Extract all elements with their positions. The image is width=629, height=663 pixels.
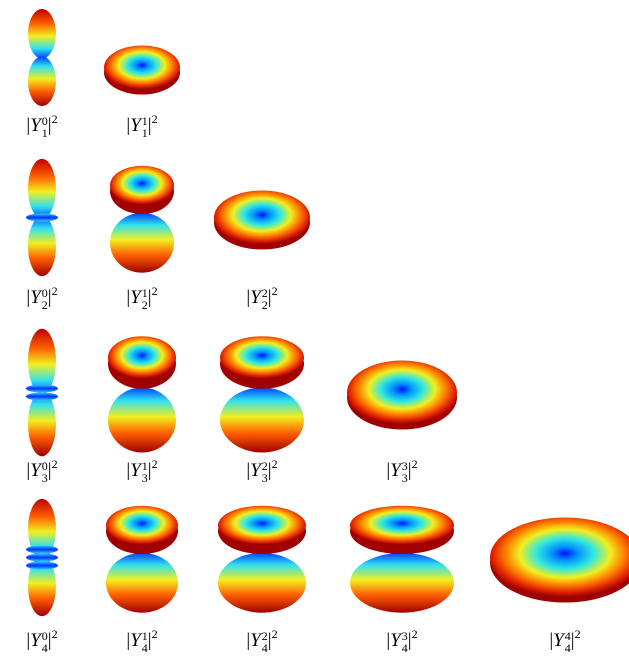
shapes xyxy=(0,0,629,663)
ring xyxy=(26,562,58,570)
bowl xyxy=(106,553,178,613)
figure: |Y01|2 |Y11|2 |Y02|2 |Y12|2 |Y22|2 |Y03|2 |Y13… xyxy=(0,0,629,663)
label: |Y04|2 xyxy=(26,628,57,654)
ring xyxy=(26,214,58,222)
label-part: 2 xyxy=(575,627,581,641)
label-part: 2 xyxy=(152,457,158,471)
label-part: 2 xyxy=(152,284,158,298)
label: |Y34|2 xyxy=(386,628,417,654)
label-part: 2 xyxy=(272,284,278,298)
lobe xyxy=(28,216,56,276)
label: |Y24|2 xyxy=(246,628,277,654)
label: |Y14|2 xyxy=(126,628,157,654)
bowl xyxy=(350,553,454,613)
label-part: Y xyxy=(250,460,261,481)
lobe xyxy=(28,159,56,219)
label-part: 2 xyxy=(412,627,418,641)
label-part: 2 xyxy=(272,457,278,471)
label-part: Y xyxy=(30,287,41,308)
bowl xyxy=(220,388,304,453)
ring xyxy=(26,554,58,562)
label-part: 2 xyxy=(52,627,58,641)
label-part: Y xyxy=(250,630,261,651)
label-part: 2 xyxy=(412,457,418,471)
ring xyxy=(26,393,58,401)
label-part: Y xyxy=(30,630,41,651)
label-part: Y xyxy=(553,630,564,651)
bowl xyxy=(110,213,174,273)
label-part: 2 xyxy=(272,627,278,641)
label-part: 2 xyxy=(52,457,58,471)
torus xyxy=(104,46,180,90)
label-part: Y xyxy=(30,460,41,481)
torus xyxy=(218,506,306,545)
lobe xyxy=(28,57,56,106)
torus xyxy=(106,506,178,545)
label-part: Y xyxy=(250,287,261,308)
label-part: Y xyxy=(130,287,141,308)
label-part: Y xyxy=(390,630,401,651)
torus xyxy=(214,191,310,245)
label-part: Y xyxy=(390,460,401,481)
lobe xyxy=(28,329,56,394)
torus xyxy=(108,336,176,379)
torus xyxy=(350,506,454,545)
torus xyxy=(220,336,304,379)
label-part: 2 xyxy=(152,627,158,641)
label-part: 2 xyxy=(152,112,158,126)
label-part: 2 xyxy=(52,112,58,126)
label-part: Y xyxy=(130,115,141,136)
ring xyxy=(26,385,58,393)
lobe xyxy=(28,391,56,456)
bowl xyxy=(108,388,176,453)
ring xyxy=(26,546,58,554)
label-part: Y xyxy=(130,460,141,481)
label-part: Y xyxy=(30,115,41,136)
bowl xyxy=(218,553,306,613)
lobe xyxy=(28,9,56,58)
label: |Y01|2 xyxy=(26,113,57,139)
torus xyxy=(347,361,457,425)
label-part: Y xyxy=(130,630,141,651)
torus xyxy=(110,166,174,205)
label-part: 2 xyxy=(52,284,58,298)
